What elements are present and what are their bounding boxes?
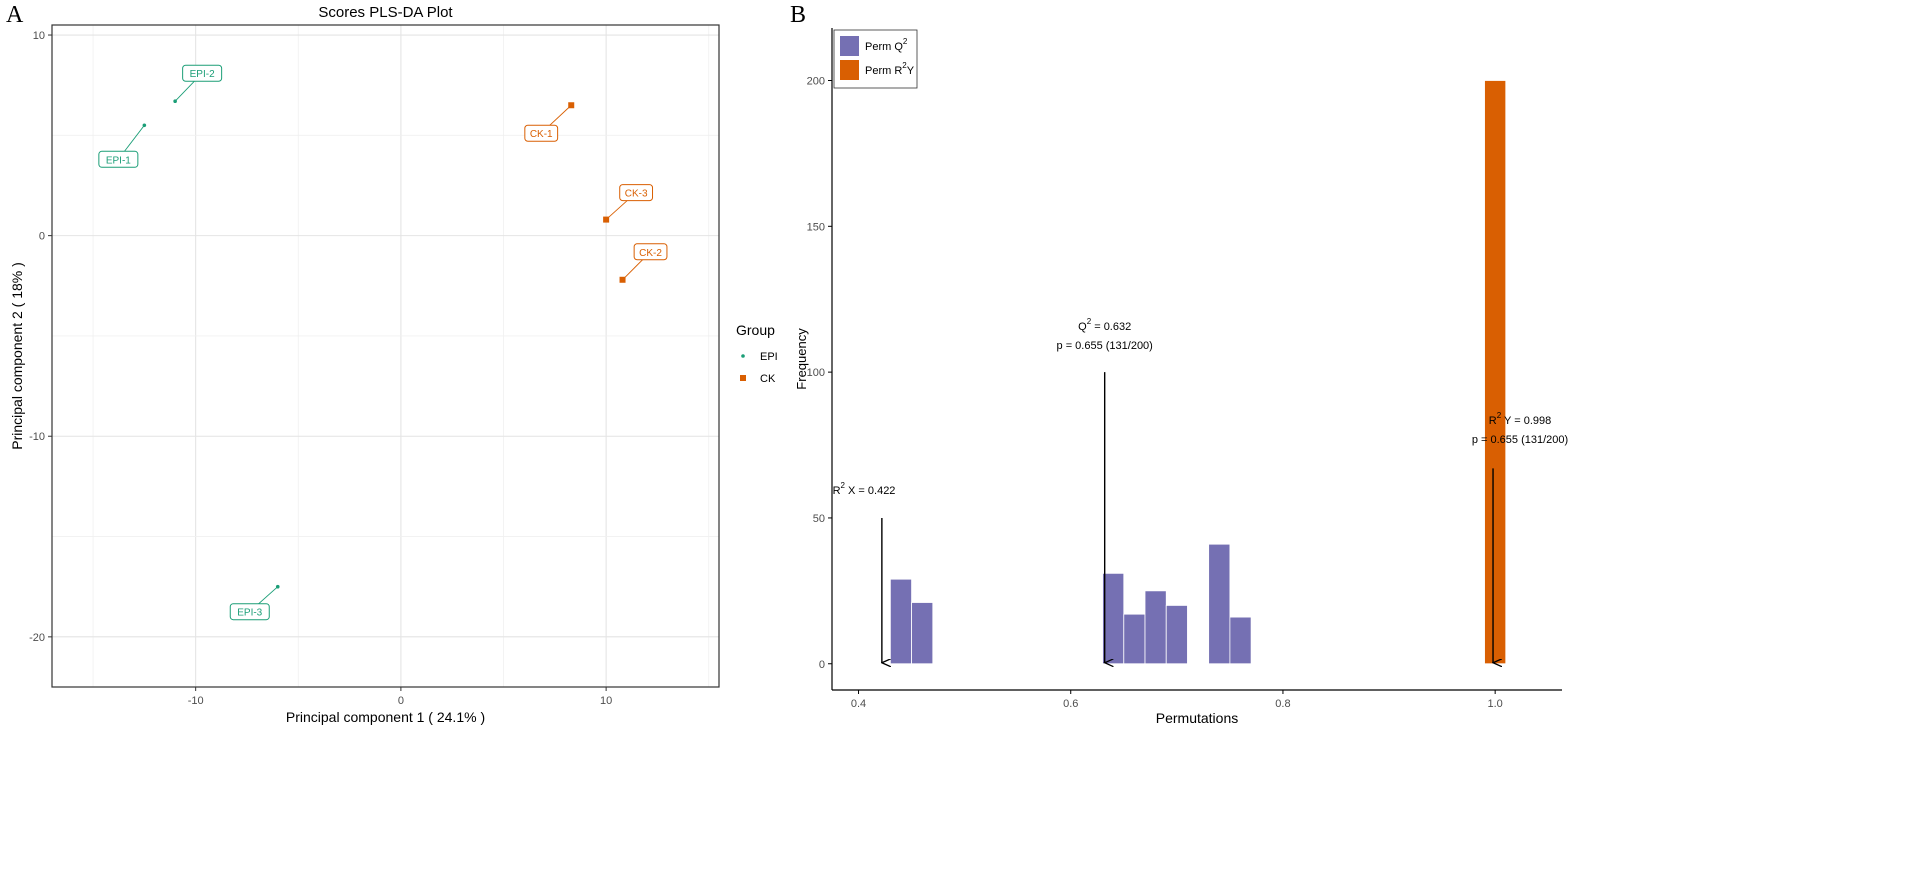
x-tick-label: 10 bbox=[600, 695, 612, 707]
legend-key-0 bbox=[840, 36, 859, 56]
point-label: EPI-2 bbox=[190, 69, 215, 80]
chart-title: Scores PLS-DA Plot bbox=[318, 4, 453, 21]
legend-title: Group bbox=[736, 322, 775, 338]
point-label: EPI-1 bbox=[106, 155, 131, 166]
x-tick-label: 0.4 bbox=[851, 698, 866, 710]
pls-da-scores-chart: Scores PLS-DA Plot -10 0 10 10 0 -10 -20 Princip… bbox=[9, 4, 778, 725]
annotation-text-r2y: p = 0.655 (131/200) bbox=[1472, 434, 1568, 446]
annotation-text-r2x: R2 X = 0.422 bbox=[833, 481, 896, 497]
x-tick-label: 0 bbox=[398, 695, 404, 707]
annotation-text-q2: Q2 = 0.632 bbox=[1078, 317, 1131, 333]
y-tick-label: 0 bbox=[819, 659, 825, 671]
x-axis-label: Permutations bbox=[1156, 710, 1238, 726]
point-label-box bbox=[182, 64, 223, 82]
y-tick-label: 0 bbox=[39, 231, 45, 243]
data-point-ck-1 bbox=[568, 102, 575, 109]
legend-key-epi bbox=[741, 354, 745, 358]
plot-border bbox=[51, 24, 720, 688]
y-axis-label: Frequency bbox=[794, 328, 809, 390]
data-point-epi-1 bbox=[142, 123, 147, 128]
point-label-box bbox=[229, 603, 270, 621]
annotation-text-r2y: R2 Y = 0.998 bbox=[1489, 411, 1551, 427]
data-point-ck-3 bbox=[603, 216, 610, 223]
histogram-bar bbox=[1102, 572, 1125, 665]
point-label: CK-2 bbox=[639, 248, 662, 259]
legend-label-epi: EPI bbox=[760, 351, 778, 363]
point-label: CK-1 bbox=[530, 129, 553, 140]
y-axis-label: Principal component 2 ( 18% ) bbox=[9, 262, 25, 450]
legend-label-1: Perm R2Y bbox=[865, 61, 915, 77]
y-tick-label: 100 bbox=[807, 367, 825, 379]
y-tick-label: 150 bbox=[807, 221, 825, 233]
x-tick-label: -10 bbox=[188, 695, 204, 707]
y-tick-label: -10 bbox=[29, 431, 45, 443]
legend-box bbox=[833, 29, 918, 89]
y-tick-label: 200 bbox=[807, 75, 825, 87]
histogram-bar bbox=[1229, 616, 1252, 665]
legend-key-ck bbox=[740, 375, 746, 381]
panel-letter-a: A bbox=[6, 2, 24, 28]
legend-key-1 bbox=[840, 60, 859, 80]
histogram-bar bbox=[1144, 590, 1167, 665]
x-tick-label: 0.6 bbox=[1063, 698, 1078, 710]
x-tick-label: 0.8 bbox=[1275, 698, 1290, 710]
data-point-epi-2 bbox=[173, 99, 177, 104]
data-point-ck-2 bbox=[619, 276, 626, 283]
legend-label-0: Perm Q2 bbox=[865, 37, 908, 53]
annotation-text-q2: p = 0.655 (131/200) bbox=[1057, 340, 1153, 352]
histogram-bar bbox=[1484, 80, 1507, 665]
histogram-bar bbox=[889, 578, 912, 665]
point-label-box bbox=[619, 184, 654, 202]
point-label-box bbox=[633, 243, 668, 261]
legend-label-ck: CK bbox=[760, 373, 776, 385]
point-label-box bbox=[524, 124, 559, 142]
histogram-bar bbox=[911, 602, 934, 665]
panel-letter-b: B bbox=[790, 2, 807, 28]
x-axis-label: Principal component 1 ( 24.1% ) bbox=[286, 709, 485, 725]
y-tick-label: 50 bbox=[813, 513, 825, 525]
histogram-bar bbox=[1165, 605, 1188, 665]
data-point-epi-3 bbox=[275, 584, 280, 589]
histogram-bar bbox=[1208, 543, 1231, 665]
point-label-box bbox=[98, 150, 139, 168]
histogram-bar bbox=[1123, 613, 1146, 665]
y-tick-label: 10 bbox=[33, 30, 45, 42]
y-tick-label: -20 bbox=[29, 632, 45, 644]
point-label: EPI-3 bbox=[237, 608, 262, 619]
point-label: CK-3 bbox=[625, 189, 648, 200]
x-tick-label: 1.0 bbox=[1488, 698, 1503, 710]
